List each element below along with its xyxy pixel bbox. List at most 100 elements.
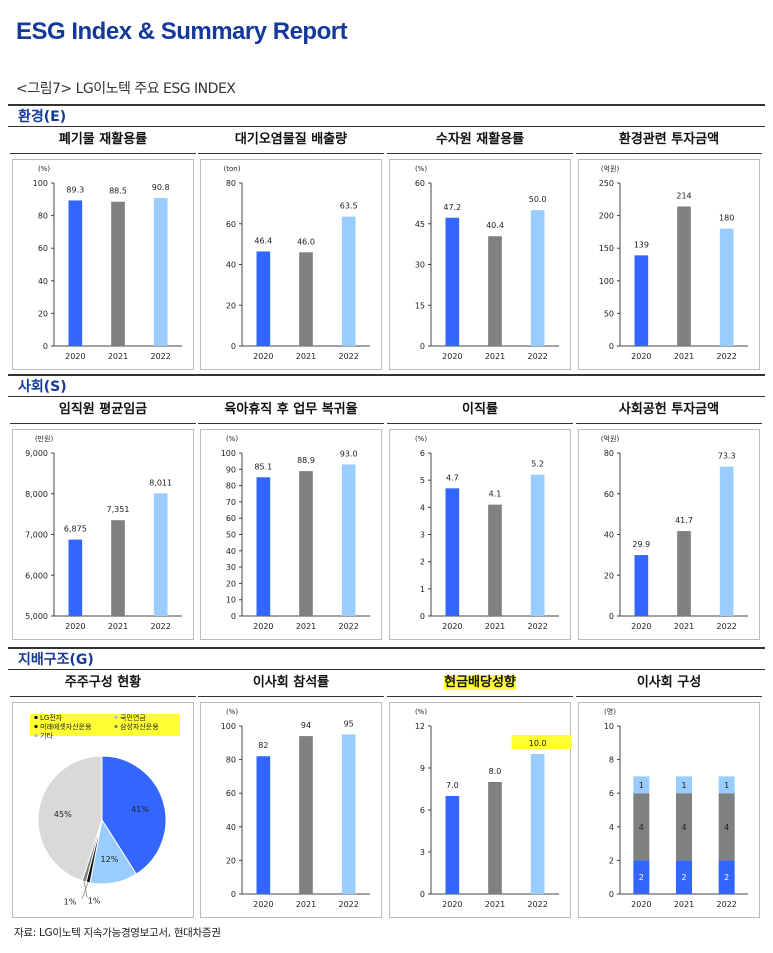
bar-2022 [719, 466, 734, 616]
legend-item: LG전자 [40, 713, 63, 722]
y-tick-label: 20 [604, 571, 614, 580]
chart-waste: (%) 0 20 40 60 80 100 2020 89.3 2021 88.5 2022 90.8 [33, 165, 182, 361]
section-divider [8, 669, 765, 670]
chart-frame [578, 159, 760, 370]
pie-label: 12% [101, 855, 119, 864]
data-label: 7,351 [107, 505, 130, 514]
y-tick-label: 8,000 [25, 490, 48, 499]
y-tick-label: 40 [604, 531, 614, 540]
x-tick-label: 2022 [338, 900, 358, 909]
y-tick-label: 3 [420, 531, 425, 540]
chart-frame [200, 702, 382, 918]
leader-line [83, 881, 88, 898]
chart-boardcomp: (명) 0 2 4 6 8 10 2020 2 4 1 2021 2 4 1 2022 2 4 1 [604, 707, 748, 909]
y-tick-label: 80 [226, 756, 236, 765]
data-label: 2 [681, 873, 686, 882]
data-label: 94 [301, 721, 311, 730]
y-tick-label: 1 [420, 585, 425, 594]
chart-panel-leave: 육아휴직 후 업무 복귀율 (%) 0 10 20 30 40 50 60 70 80 90 100 20… [198, 397, 384, 642]
bar-2022 [719, 228, 734, 346]
x-tick-label: 2020 [631, 622, 651, 631]
bar-2020 [445, 796, 460, 894]
chart-wage: (만원) 5,000 6,000 7,000 8,000 9,000 2020 6,875 20… [25, 434, 182, 631]
data-label: 46.0 [297, 237, 315, 246]
data-label-highlight [511, 735, 572, 749]
chart-title: 대기오염물질 배출량 [198, 127, 384, 154]
x-tick-label: 2021 [296, 900, 316, 909]
chart-frame [12, 429, 194, 640]
legend-marker [34, 733, 38, 738]
data-label: 89.3 [66, 185, 84, 194]
y-tick-label: 60 [226, 789, 236, 798]
bar-2020 [634, 255, 649, 346]
legend-marker [34, 724, 38, 729]
bar-2022 [341, 734, 356, 894]
y-tick-label: 250 [599, 179, 614, 188]
bar-2020 [634, 555, 649, 616]
y-tick-label: 100 [599, 277, 614, 286]
unit-label: (ton) [224, 165, 241, 173]
unit-label: (%) [415, 165, 427, 173]
y-tick-label: 9 [420, 764, 425, 773]
data-label: 82 [258, 741, 268, 750]
chart-panel-holders: 주주구성 현황 LG전자 국민연금 미래에셋자산운용 삼성자산운용 기타 41% 12% 1% 1… [10, 670, 196, 920]
bar-2022 [341, 464, 356, 616]
report-title: ESG Index & Summary Report [16, 18, 348, 45]
y-tick-label: 2 [420, 558, 425, 567]
data-label: 139 [634, 240, 649, 249]
unit-label: (명) [604, 707, 616, 716]
chart-panel-turnover: 이직률 (%) 0 1 2 3 4 5 6 2020 4.7 2021 4.1 2022 5.2 [387, 397, 573, 642]
data-label: 4 [639, 823, 644, 832]
legend-marker [34, 715, 38, 720]
unit-label: (억원) [601, 434, 620, 443]
unit-label: (만원) [35, 434, 54, 443]
pie-slice [37, 755, 103, 882]
bar-2020 [68, 539, 83, 616]
chart-frame [578, 702, 760, 918]
y-tick-label: 5 [420, 476, 425, 485]
y-tick-label: 30 [226, 563, 236, 572]
pie-label: 41% [131, 805, 149, 814]
bar-2021 [299, 471, 313, 616]
y-tick-label: 100 [221, 449, 236, 458]
y-tick-label: 5,000 [25, 612, 48, 621]
x-tick-label: 2021 [674, 352, 694, 361]
x-tick-label: 2022 [338, 352, 358, 361]
chart-panel-water: 수자원 재활용률 (%) 0 15 30 45 60 2020 47.2 2021 40.4 2022… [387, 127, 573, 372]
chart-title-text: 이사회 구성 [636, 675, 702, 690]
y-tick-label: 80 [604, 449, 614, 458]
legend-marker [114, 724, 118, 729]
y-tick-label: 70 [226, 498, 236, 507]
x-tick-label: 2020 [442, 622, 462, 631]
bar-2021 [488, 782, 502, 894]
section-divider [8, 104, 765, 106]
bar-2022 [341, 216, 356, 346]
y-tick-label: 20 [226, 856, 236, 865]
x-tick-label: 2020 [631, 900, 651, 909]
bar-2021 [299, 736, 313, 894]
chart-frame [389, 159, 571, 370]
data-label: 88.5 [109, 187, 127, 196]
x-tick-label: 2021 [485, 900, 505, 909]
y-tick-label: 150 [599, 244, 614, 253]
chart-title-text: 폐기물 재활용률 [58, 132, 148, 147]
stack-segment [718, 793, 735, 861]
x-tick-label: 2021 [108, 622, 128, 631]
x-tick-label: 2021 [108, 352, 128, 361]
x-tick-label: 2020 [442, 352, 462, 361]
figure-label: <그림7> LG이노텍 주요 ESG INDEX [16, 81, 236, 97]
chart-title-text: 이직률 [462, 402, 498, 417]
y-tick-label: 80 [226, 482, 236, 491]
section-divider [8, 126, 765, 127]
y-tick-label: 200 [599, 212, 614, 221]
y-tick-label: 0 [231, 342, 236, 351]
pie-label: 1% [64, 897, 77, 906]
y-tick-label: 60 [415, 179, 425, 188]
x-tick-label: 2022 [527, 352, 547, 361]
x-tick-label: 2022 [716, 622, 736, 631]
chart-title: 이사회 구성 [576, 670, 762, 697]
chart-panel-waste: 폐기물 재활용률 (%) 0 20 40 60 80 100 2020 89.3 2021 88.5 2… [10, 127, 196, 372]
legend-item: 삼성자산운용 [120, 722, 159, 731]
bar-2022 [530, 474, 545, 616]
data-label: 1 [724, 781, 729, 790]
